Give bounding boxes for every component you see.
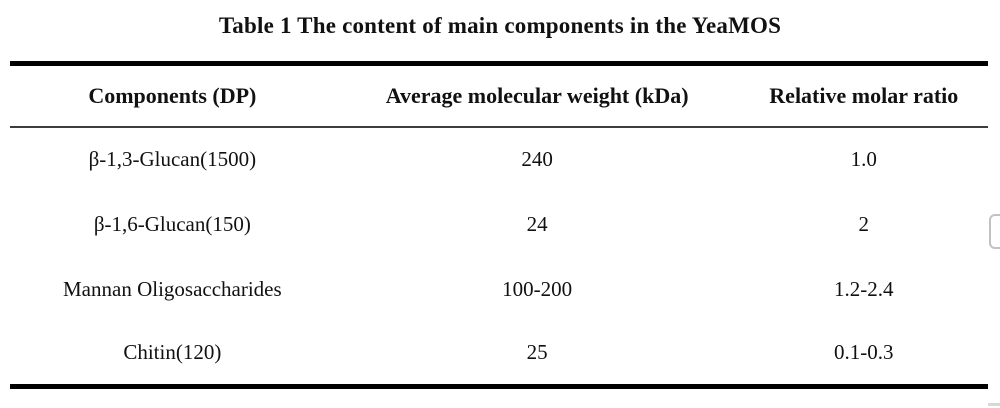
column-header-molar-ratio: Relative molar ratio bbox=[739, 63, 988, 128]
table-row: β-1,6-Glucan(150) 24 2 bbox=[10, 192, 988, 257]
components-table: Components (DP) Average molecular weight… bbox=[10, 61, 988, 389]
cell-molar-ratio: 1.0 bbox=[850, 147, 877, 171]
cell-component: β-1,6-Glucan(150) bbox=[93, 211, 251, 236]
cell-molecular-weight: 24 bbox=[526, 211, 548, 236]
column-header-molecular-weight: Average molecular weight (kDa) bbox=[334, 63, 740, 128]
cell-molecular-weight: 25 bbox=[526, 340, 548, 365]
scrollbar-corner-fragment bbox=[988, 403, 1000, 406]
cell-molecular-weight: 100-200 bbox=[502, 276, 573, 301]
cell-molar-ratio: 1.2-2.4 bbox=[834, 276, 894, 301]
cell-component: Mannan Oligosaccharides bbox=[63, 276, 282, 301]
cell-molecular-weight: 240 bbox=[521, 147, 553, 171]
cell-component: β-1,3-Glucan(1500) bbox=[88, 147, 257, 171]
column-header-components: Components (DP) bbox=[10, 63, 335, 128]
table-caption: Table 1 The content of main components i… bbox=[218, 13, 782, 38]
table-row: β-1,3-Glucan(1500) 240 1.0 bbox=[10, 127, 988, 192]
table-row: Mannan Oligosaccharides 100-200 1.2-2.4 bbox=[10, 257, 988, 322]
components-table-container: Components (DP) Average molecular weight… bbox=[10, 61, 988, 389]
cell-component: Chitin(120) bbox=[123, 340, 222, 365]
table-header-row: Components (DP) Average molecular weight… bbox=[10, 63, 988, 128]
table-row: Chitin(120) 25 0.1-0.3 bbox=[10, 322, 988, 387]
scrollbar-thumb-fragment[interactable] bbox=[989, 214, 1000, 249]
cell-molar-ratio: 2 bbox=[858, 211, 870, 236]
cell-molar-ratio: 0.1-0.3 bbox=[834, 340, 894, 365]
